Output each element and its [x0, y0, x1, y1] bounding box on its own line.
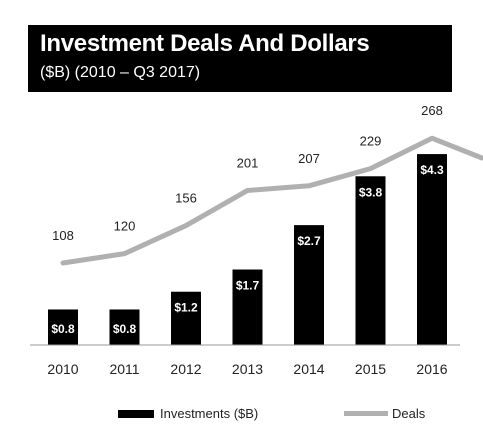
bar-value-label: $1.2	[174, 301, 198, 315]
x-tick-label: 2013	[232, 361, 263, 377]
bar-value-label: $4.3	[420, 163, 444, 177]
bar-value-label: $3.8	[359, 185, 383, 199]
bar-investments-2012	[171, 291, 201, 345]
x-tick-label: 2014	[293, 361, 324, 377]
bar-value-label: $0.8	[51, 322, 75, 336]
legend-deals-swatch	[344, 411, 388, 416]
x-tick-label: 2016	[416, 361, 447, 377]
legend-investments-swatch	[118, 410, 154, 418]
bar-investments-2015	[355, 176, 386, 345]
x-tick-label: 2010	[47, 361, 78, 377]
deals-value-label: 268	[421, 103, 443, 118]
bar-value-label: $1.7	[236, 279, 260, 293]
deals-value-label: 207	[298, 151, 320, 166]
x-tick-label: 2011	[109, 361, 139, 377]
bar-investments-2010	[48, 309, 78, 345]
chart-subtitle: ($B) (2010 – Q3 2017)	[40, 64, 201, 81]
legend-deals-label: Deals	[392, 406, 426, 421]
bar-investments-2016	[417, 154, 447, 345]
deals-value-label: 108	[52, 228, 74, 243]
bar-value-label: $2.7	[297, 234, 321, 248]
deals-value-label: 120	[114, 219, 136, 234]
x-tick-label: 2015	[355, 361, 386, 377]
deals-line	[60, 135, 483, 266]
legend-investments-label: Investments ($B)	[160, 406, 258, 421]
deals-value-label: 229	[360, 134, 382, 149]
x-tick-label: 2012	[170, 361, 201, 377]
bar-investments-2013	[232, 269, 263, 345]
bar-investments-2011	[109, 309, 140, 345]
chart-title: Investment Deals And Dollars	[40, 30, 370, 57]
deals-value-label: 156	[175, 191, 197, 206]
deals-value-label: 201	[237, 155, 259, 170]
title-band	[28, 25, 452, 92]
bar-value-label: $0.8	[113, 322, 137, 336]
bar-investments-2014	[294, 225, 324, 345]
